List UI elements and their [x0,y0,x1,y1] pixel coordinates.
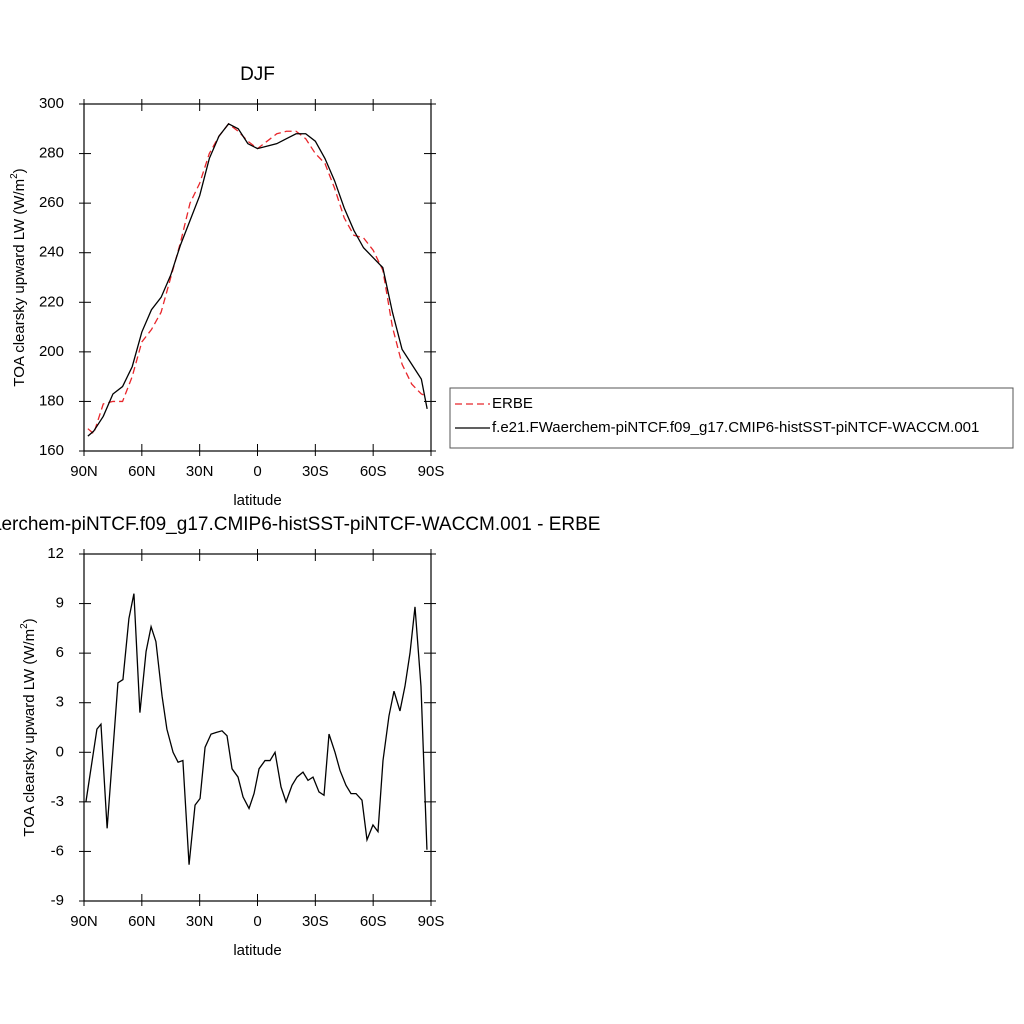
x-tick-label: 90N [70,463,98,480]
x-tick-label: 30S [302,913,329,930]
x-tick-label: 90S [418,913,445,930]
x-tick-label: 30N [186,463,214,480]
legend-box [449,387,1014,449]
chart-title: DJF [240,64,275,85]
y-tick-label: 280 [39,145,64,162]
x-axis-label: latitude [233,942,281,959]
x-axis-label: latitude [233,492,281,509]
y-label-suffix: ) [21,618,38,623]
y-tick-label: 9 [56,595,64,612]
y-tick-label: 300 [39,95,64,112]
x-tick-label: 60N [128,913,156,930]
y-tick-label: 200 [39,343,64,360]
x-tick-label: 60S [360,463,387,480]
x-tick-label: 90N [70,913,98,930]
y-label-text: TOA clearsky upward LW (W/m [21,629,38,837]
series-line [87,123,428,437]
legend-label: ERBE [492,395,533,412]
series-line [87,122,428,435]
y-label-text: TOA clearsky upward LW (W/m [11,179,28,387]
y-label-sup: 2 [19,623,30,629]
x-tick-label: 30N [186,913,214,930]
y-axis-label: TOA clearsky upward LW (W/m2) [9,168,28,386]
x-tick-label: 0 [253,913,261,930]
x-tick-label: 0 [253,463,261,480]
y-tick-label: -6 [51,842,64,859]
x-tick-label: 30S [302,463,329,480]
y-label-suffix: ) [11,168,28,173]
x-tick-label: 60S [360,913,387,930]
y-tick-label: 180 [39,392,64,409]
legend-label: f.e21.FWaerchem-piNTCF.f09_g17.CMIP6-his… [492,419,979,436]
x-tick-label: 90S [418,463,445,480]
y-label-sup: 2 [9,173,20,179]
x-tick-label: 60N [128,463,156,480]
y-tick-label: -3 [51,793,64,810]
y-tick-label: 6 [56,644,64,661]
y-tick-label: -9 [51,892,64,909]
series-line [85,593,428,865]
y-tick-label: 240 [39,244,64,261]
y-tick-label: 12 [47,545,64,562]
plot-frame [83,103,432,452]
y-tick-label: 260 [39,194,64,211]
y-tick-label: 160 [39,442,64,459]
plot-frame [83,553,432,902]
y-tick-label: 3 [56,694,64,711]
y-axis-label: TOA clearsky upward LW (W/m2) [19,618,38,836]
y-tick-label: 0 [56,743,64,760]
y-tick-label: 220 [39,293,64,310]
chart-title: f.e21.FWaerchem-piNTCF.f09_g17.CMIP6-his… [0,514,600,535]
